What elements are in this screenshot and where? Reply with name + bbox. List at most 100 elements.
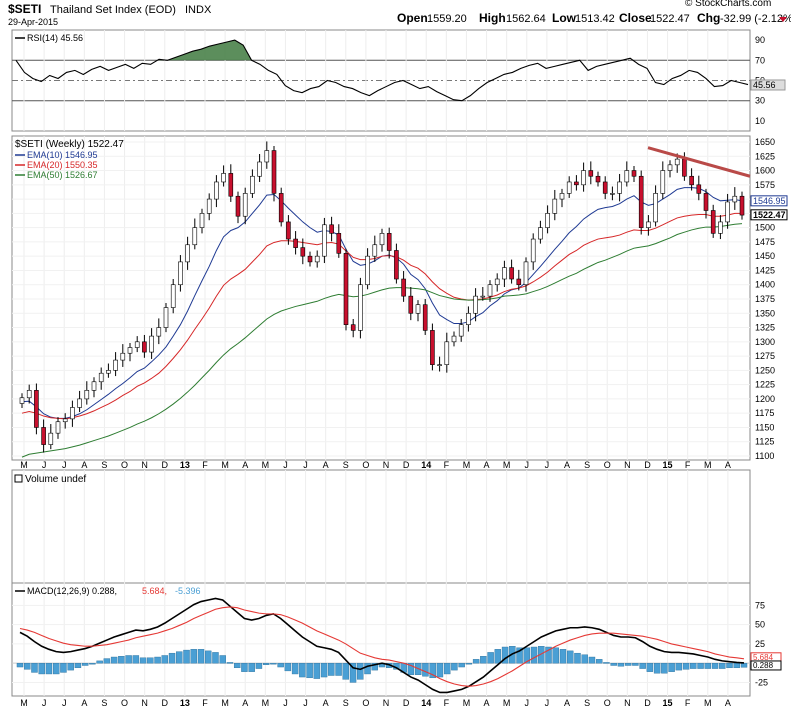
x-tick-label-top: O	[121, 460, 128, 470]
macd-hist-bar	[682, 662, 690, 670]
candle-up	[48, 432, 54, 445]
candle-up	[84, 390, 90, 400]
x-tick-label-bottom: M	[20, 698, 28, 708]
axis-layer: 10 30 50 70 90 45.56 1100 1125 1150 1175 1200 1225 1…	[20, 35, 788, 708]
candle-down	[638, 175, 644, 228]
candle-down	[516, 278, 522, 286]
date-label: 29-Apr-2015	[8, 17, 58, 27]
macd-hist-bar	[538, 646, 545, 664]
macd-hist-bar	[67, 662, 74, 671]
rsi-last-box	[750, 79, 786, 91]
x-tick-label-top: N	[624, 460, 631, 470]
signal-legend-label: 5.684,	[142, 586, 167, 596]
candle-up	[559, 193, 565, 200]
x-tick-label-bottom: O	[362, 698, 369, 708]
ema50-legend-label: EMA(50) 1526.67	[27, 170, 98, 180]
price-tick-label: 1175	[755, 408, 774, 418]
x-tick-label-top: F	[685, 460, 691, 470]
x-tick-label-top: S	[584, 460, 590, 470]
candle-up	[322, 224, 327, 257]
price-tick-label: 1600	[755, 166, 775, 176]
macd-hist-bar	[212, 652, 219, 664]
x-tick-label-top: J	[62, 460, 67, 470]
candle-up	[98, 372, 104, 383]
candle-up	[365, 255, 370, 286]
macd-hist-bar	[248, 662, 255, 672]
candle-down	[739, 195, 745, 216]
macd-hist-bar	[291, 662, 299, 675]
x-tick-label-top: 13	[180, 460, 190, 470]
high-value: 1562.64	[506, 13, 546, 25]
macd-hist-bar	[733, 662, 740, 669]
x-tick-label-bottom: 13	[180, 698, 190, 708]
x-tick-label-bottom: J	[42, 698, 47, 708]
x-tick-label-top: A	[242, 460, 248, 470]
macd-hist-bar	[443, 662, 451, 675]
x-tick-label-bottom: M	[221, 698, 229, 708]
x-tick-label-top: J	[283, 460, 288, 470]
x-tick-label-bottom: 14	[421, 698, 431, 708]
trend-line	[647, 146, 751, 178]
macd-hist-bar	[726, 662, 733, 669]
candle-up	[134, 341, 140, 348]
candle-up	[451, 335, 457, 343]
low-label: Low	[552, 11, 577, 25]
x-tick-label-top: 14	[421, 460, 431, 470]
candle-up	[55, 421, 61, 434]
x-tick-label-bottom: J	[545, 698, 550, 708]
macd-hist-bar	[451, 662, 458, 671]
x-tick-label-bottom: M	[262, 698, 270, 708]
ema20-legend-label: EMA(20) 1550.35	[27, 160, 98, 170]
x-tick-label-bottom: A	[725, 698, 731, 708]
candle-up	[264, 150, 270, 163]
macd-hist-bar	[277, 662, 284, 668]
macd-hist-bar	[89, 662, 96, 665]
price-tick-label: 1400	[755, 280, 775, 290]
candle-up	[26, 390, 32, 399]
volume-legend-label: Volume undef	[25, 474, 86, 485]
macd-hist-bar	[480, 656, 487, 664]
price-tick-label: 1300	[755, 337, 775, 347]
candle-up	[242, 193, 248, 217]
macd-tick-label: -25	[755, 677, 768, 687]
x-tick-label-bottom: M	[463, 698, 471, 708]
macd-hist-bar	[465, 662, 473, 665]
x-tick-label-bottom: A	[81, 698, 87, 708]
macd-hist-bar	[487, 652, 494, 664]
rsi-line	[15, 39, 749, 102]
candle-down	[293, 238, 298, 248]
x-tick-label-top: D	[162, 460, 169, 470]
macd-hist-bar	[31, 662, 38, 673]
macd-hist-bar	[429, 662, 436, 679]
price-tick-label: 1475	[755, 237, 775, 247]
candle-down	[588, 170, 594, 177]
macd-hist-bar	[422, 662, 429, 677]
x-tick-label-bottom: M	[704, 698, 712, 708]
macd-hist-bar	[494, 649, 502, 664]
x-tick-label-top: A	[484, 460, 490, 470]
macd-hist-bar	[125, 655, 132, 664]
x-tick-label-bottom: O	[604, 698, 611, 708]
candle-up	[494, 278, 500, 286]
macd-hist-bar	[617, 662, 625, 667]
candle-up	[674, 158, 680, 166]
candle-down	[703, 193, 709, 211]
rsi-tick-label: 10	[755, 116, 765, 126]
ema-line-2	[21, 223, 743, 458]
macd-hist-bar	[81, 662, 89, 666]
close-last-label: 1522.47	[753, 210, 786, 220]
candle-down	[286, 221, 291, 240]
macd-hist-bar	[161, 655, 169, 664]
x-tick-label-bottom: D	[162, 698, 169, 708]
volume-panel	[11, 469, 751, 584]
candle-up	[250, 175, 255, 194]
candle-down	[422, 304, 428, 331]
macd-hist-bar	[219, 655, 226, 664]
candle-down	[300, 247, 306, 257]
candle-up	[566, 181, 572, 194]
candle-up	[502, 267, 507, 280]
macd-hist-bar	[357, 662, 364, 680]
candle-up	[552, 198, 558, 214]
candle-up	[106, 370, 111, 374]
macd-hist-bar	[205, 650, 212, 664]
